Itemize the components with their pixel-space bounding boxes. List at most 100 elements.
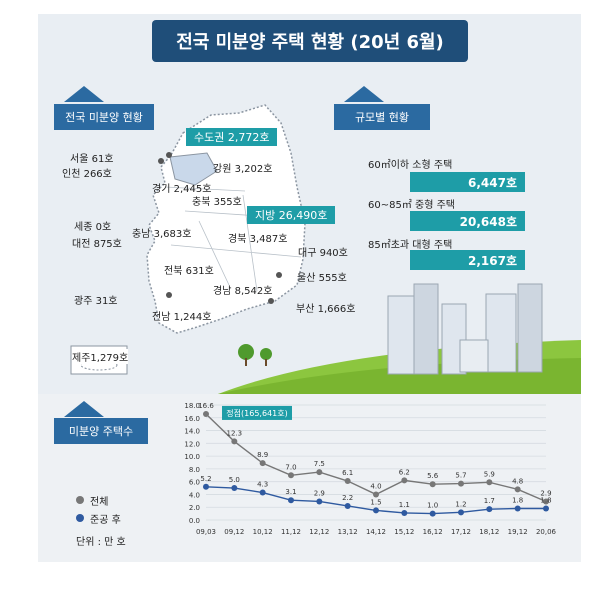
label-gwangju: 광주 31호 (74, 296, 118, 307)
data-point (486, 506, 493, 513)
house-icon (344, 86, 384, 102)
label-gyeongnam: 경남 8,542호 (213, 286, 273, 297)
label-chungnam: 충남 3,683호 (132, 229, 192, 240)
x-tick-label: 09,03 (196, 528, 216, 536)
data-label: 5.9 (484, 470, 495, 478)
data-point (316, 498, 323, 505)
size-large-label: 85㎡초과 대형 주택 (368, 240, 453, 251)
label-jeonnam: 전남 1,244호 (152, 312, 212, 323)
unit-label: 단위 : 만 호 (76, 537, 126, 548)
data-label: 8.9 (257, 451, 268, 459)
size-small-label: 60㎡이하 소형 주택 (368, 160, 453, 171)
data-label: 2.9 (540, 489, 551, 497)
data-label: 4.0 (370, 482, 381, 490)
data-label: 1.1 (399, 501, 410, 509)
data-point (401, 477, 408, 484)
data-label: 12.3 (227, 429, 243, 437)
label-gangwon: 강원 3,202호 (213, 164, 273, 175)
data-label: 7.0 (285, 463, 296, 471)
legend-total-marker (76, 496, 84, 504)
data-label: 6.2 (399, 468, 410, 476)
data-point (429, 510, 436, 517)
data-point (288, 497, 294, 504)
data-point (373, 491, 379, 498)
label-daejeon: 대전 875호 (72, 239, 122, 250)
x-tick-label: 14,12 (366, 528, 386, 536)
data-label: 5.6 (427, 472, 439, 480)
data-point (344, 478, 351, 485)
data-label: 3.1 (285, 488, 296, 496)
data-label: 1.5 (370, 498, 381, 506)
data-label: 4.3 (257, 481, 268, 489)
label-ulsan: 울산 555호 (297, 273, 347, 284)
label-chungbuk: 충북 355호 (192, 197, 242, 208)
x-tick-label: 18,12 (479, 528, 499, 536)
data-label: 2.2 (342, 494, 353, 502)
data-label: 4.8 (512, 477, 523, 485)
y-tick-label: 16.0 (184, 415, 200, 423)
data-label: 7.5 (314, 460, 325, 468)
city-illustration (218, 283, 581, 394)
y-tick-label: 4.0 (189, 491, 200, 499)
data-point (203, 483, 209, 490)
data-label: 5.0 (229, 476, 240, 484)
label-sejong: 세종 0호 (74, 222, 112, 233)
y-tick-label: 14.0 (184, 428, 200, 436)
data-point (401, 509, 408, 516)
data-label: 5.2 (200, 475, 211, 483)
label-jeju: 제주1,279호 (72, 349, 129, 364)
data-point (458, 509, 464, 516)
label-seoul: 서울 61호 (70, 154, 114, 165)
x-tick-label: 15,12 (394, 528, 414, 536)
data-point (344, 502, 351, 509)
data-label: 1.2 (455, 500, 466, 508)
data-point (429, 481, 436, 488)
page-title: 전국 미분양 주택 현황 (20년 6월) (152, 20, 468, 62)
size-large-value: 2,167호 (410, 250, 525, 270)
data-point (514, 505, 521, 512)
data-label: 1.0 (427, 502, 438, 510)
label-gyeongbuk: 경북 3,487호 (228, 234, 288, 245)
size-medium-label: 60~85㎡ 중형 주택 (368, 200, 455, 211)
label-gyeonggi: 경기 2,445호 (152, 184, 212, 195)
y-tick-label: 18.0 (184, 402, 200, 410)
x-tick-label: 12,12 (309, 528, 329, 536)
data-label: 5.7 (455, 472, 466, 480)
y-tick-label: 12.0 (184, 440, 200, 448)
label-busan: 부산 1,666호 (296, 304, 356, 315)
legend-after-completion-marker (76, 514, 84, 522)
x-tick-label: 19,12 (508, 528, 528, 536)
data-point (514, 486, 521, 493)
size-medium-value: 20,648호 (410, 211, 525, 231)
data-label: 16.6 (198, 402, 214, 410)
legend-after-completion-label: 준공 후 (90, 515, 121, 526)
data-point (458, 480, 464, 487)
x-tick-label: 17,12 (451, 528, 471, 536)
data-point (543, 498, 549, 505)
x-tick-label: 20,06 (536, 528, 557, 536)
peak-callout-box (222, 405, 292, 420)
capital-area-tag: 수도권 2,772호 (186, 128, 278, 146)
data-point (259, 460, 266, 467)
data-label: 1.8 (540, 497, 551, 505)
x-tick-label: 16,12 (423, 528, 443, 536)
section-unsold-count: 미분양 주택수 (54, 418, 148, 444)
data-label: 1.7 (484, 497, 495, 505)
label-jeonbuk: 전북 631호 (164, 266, 214, 277)
data-label: 1.8 (512, 497, 523, 505)
house-icon (64, 86, 104, 102)
house-icon (64, 401, 104, 417)
data-point (231, 485, 238, 492)
data-point (316, 469, 323, 476)
data-point (543, 505, 549, 512)
data-point (203, 410, 209, 417)
peak-callout-text: 정점(165,641호) (226, 408, 287, 418)
y-tick-label: 2.0 (189, 504, 200, 512)
x-tick-label: 13,12 (338, 528, 358, 536)
section-national-status: 전국 미분양 현황 (54, 104, 154, 130)
data-label: 2.9 (314, 489, 325, 497)
y-tick-label: 0.0 (189, 517, 200, 525)
korea-map (146, 104, 306, 334)
label-incheon: 인천 266호 (62, 169, 112, 180)
